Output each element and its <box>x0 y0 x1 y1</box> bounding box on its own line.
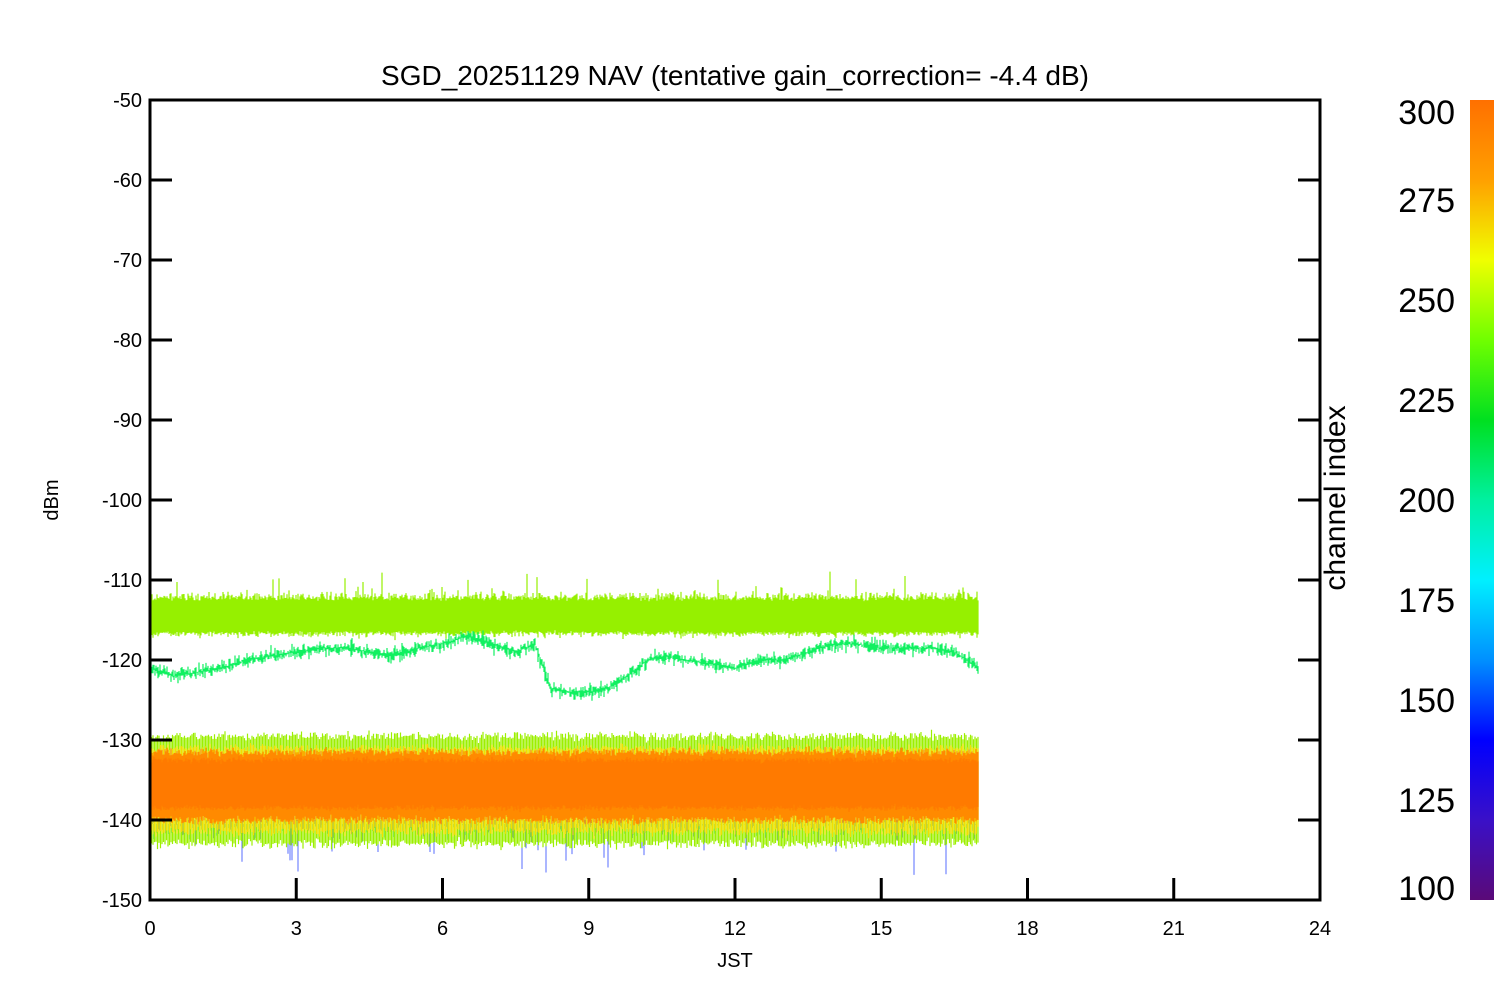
x-tick-label: 18 <box>1016 918 1038 940</box>
x-tick-label: 24 <box>1309 918 1331 940</box>
x-tick-label: 21 <box>1163 918 1185 940</box>
plot-area <box>149 571 979 875</box>
y-tick-label: -50 <box>113 90 142 112</box>
colorbar-tick-label: 100 <box>1398 870 1455 908</box>
y-tick-label: -140 <box>102 810 142 832</box>
colorbar-tick-label: 125 <box>1398 782 1455 820</box>
axis-ticks: -50 -60 -70 -80 -90 -100 -110 -120 -130 -140 -1500… <box>102 90 1331 940</box>
y-tick-label: -120 <box>102 650 142 672</box>
x-tick-label: 0 <box>144 918 155 940</box>
y-tick-label: -90 <box>113 410 142 432</box>
colorbar-tick-label: 225 <box>1398 382 1455 420</box>
colorbar-tick-label: 250 <box>1398 282 1455 320</box>
x-tick-label: 3 <box>291 918 302 940</box>
y-tick-label: -100 <box>102 490 142 512</box>
series-upper-band <box>149 571 979 641</box>
x-tick-label: 15 <box>870 918 892 940</box>
series-green-trace <box>149 630 979 701</box>
colorbar <box>1470 100 1494 900</box>
y-tick-label: -130 <box>102 730 142 752</box>
y-tick-label: -70 <box>113 250 142 272</box>
colorbar-ticks: 100 125 150 175 200 225 250 275 300 <box>1398 94 1455 908</box>
colorbar-tick-label: 300 <box>1398 94 1455 132</box>
chart-title: SGD_20251129 NAV (tentative gain_correct… <box>381 60 1089 91</box>
y-axis-label: dBm <box>41 479 63 520</box>
x-tick-label: 6 <box>437 918 448 940</box>
colorbar-tick-label: 200 <box>1398 482 1455 520</box>
colorbar-tick-label: 175 <box>1398 582 1455 620</box>
colorbar-label: channel index <box>1319 405 1352 590</box>
colorbar-tick-label: 150 <box>1398 682 1455 720</box>
y-tick-label: -60 <box>113 170 142 192</box>
x-tick-label: 9 <box>583 918 594 940</box>
y-tick-label: -110 <box>103 570 142 592</box>
x-axis-label: JST <box>717 950 753 972</box>
y-tick-label: -150 <box>102 890 142 912</box>
series-lower-band <box>149 729 979 875</box>
x-tick-label: 12 <box>724 918 746 940</box>
y-tick-label: -80 <box>113 330 142 352</box>
colorbar-tick-label: 275 <box>1398 182 1455 220</box>
